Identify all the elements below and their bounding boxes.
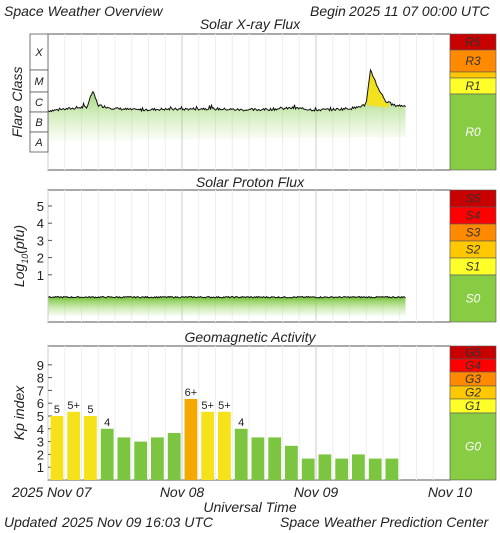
kp-bar	[50, 416, 64, 480]
kp-bar	[117, 437, 131, 480]
kp-data-label: 5	[87, 404, 93, 416]
proton-scale-label: S4	[466, 209, 481, 223]
kp-data-label: 5+	[218, 400, 231, 412]
proton-scale-label: S3	[466, 226, 481, 240]
kp-ytick-label: 9	[37, 358, 44, 373]
kp-bar	[318, 454, 332, 480]
kp-scale-label: G1	[465, 399, 481, 413]
kp-data-label: 5+	[201, 400, 214, 412]
xray-flare-fill	[366, 70, 389, 108]
xray-ylabel: Flare Class	[9, 67, 25, 138]
kp-ytick-label: 2	[37, 447, 44, 462]
updated-time: 2025 Nov 09 16:03 UTC	[62, 514, 213, 530]
kp-bar	[335, 458, 349, 480]
kp-bar	[134, 441, 148, 480]
proton-ytick-label: 4	[37, 216, 44, 231]
kp-bar	[352, 454, 365, 480]
kp-xtick-label: 2025 Nov 07	[11, 484, 93, 500]
kp-bar	[251, 437, 265, 480]
kp-bar	[234, 428, 248, 480]
proton-area	[48, 296, 406, 316]
kp-ytick-label: 7	[37, 383, 44, 398]
kp-scale-label: G3	[465, 372, 481, 386]
proton-ytick-label: 2	[37, 251, 44, 266]
kp-bar	[84, 416, 97, 480]
kp-ytick-label: 6	[37, 396, 44, 411]
kp-bar	[201, 411, 215, 480]
kp-data-label: 5	[54, 404, 60, 416]
xray-level-label: A	[34, 137, 42, 149]
proton-title: Solar Proton Flux	[196, 174, 305, 190]
proton-scale-label: S5	[466, 192, 481, 206]
kp-scale-label: G5	[465, 346, 481, 360]
kp-ytick-label: 4	[37, 422, 44, 437]
kp-data-label: 5+	[67, 400, 80, 412]
proton-ylabel: Log10(pfu)	[11, 225, 30, 287]
kp-ytick-label: 8	[37, 371, 44, 386]
kp-bar	[184, 399, 198, 480]
proton-ytick-label: 1	[37, 268, 44, 283]
begin-label: Begin	[310, 3, 346, 19]
xray-scale-band	[449, 93, 497, 171]
kp-xtick-label: Nov 10	[428, 484, 473, 500]
xray-scale-label: R1	[465, 79, 480, 93]
proton-ytick-label: 3	[37, 233, 44, 248]
xray-line	[48, 68, 406, 113]
kp-scale-label: G0	[465, 440, 481, 454]
begin-time: 2025 11 07 00:00 UTC	[349, 3, 490, 19]
xray-level-label: X	[34, 47, 43, 59]
kp-bar	[218, 411, 231, 480]
kp-ytick-label: 5	[37, 409, 44, 424]
kp-xlabel: Universal Time	[203, 499, 296, 515]
proton-scale-label: S2	[466, 243, 481, 257]
kp-title: Geomagnetic Activity	[185, 329, 317, 345]
xray-scale-band	[449, 71, 497, 79]
xray-title: Solar X-ray Flux	[200, 16, 301, 32]
kp-ylabel: Kp index	[11, 385, 27, 440]
proton-line	[48, 295, 406, 299]
proton-scale-band	[449, 274, 497, 323]
app-title: Space Weather Overview	[4, 3, 163, 19]
kp-xtick-label: Nov 09	[294, 484, 339, 500]
proton-scale-label: S1	[466, 260, 481, 274]
kp-xtick-label: Nov 08	[160, 484, 205, 500]
updated-label: Updated	[4, 514, 57, 530]
kp-bar	[301, 458, 315, 480]
kp-bar	[151, 437, 164, 480]
xray-scale-label: R0	[465, 125, 481, 139]
xray-scale-label: R5	[465, 35, 481, 49]
kp-ytick-label: 3	[37, 435, 44, 450]
kp-data-label: 4	[238, 417, 244, 429]
xray-level-label: B	[35, 117, 42, 129]
kp-bar	[167, 433, 181, 480]
kp-data-label: 4	[104, 417, 110, 429]
xray-level-label: C	[35, 97, 43, 109]
kp-ytick-label: 1	[37, 460, 44, 475]
kp-bar	[100, 428, 114, 480]
xray-level-label: M	[34, 76, 44, 88]
kp-bar	[368, 458, 382, 480]
kp-bar	[67, 411, 81, 480]
kp-bar	[385, 458, 399, 480]
kp-scale-band	[449, 412, 497, 481]
xray-scale-label: R3	[465, 54, 481, 68]
xray-area	[48, 70, 406, 141]
kp-bar	[268, 437, 282, 480]
kp-scale-label: G2	[465, 386, 481, 400]
proton-ytick-label: 5	[37, 199, 44, 214]
xray-level-box	[29, 131, 49, 153]
kp-bar	[285, 445, 298, 480]
kp-data-label: 6+	[185, 387, 198, 399]
kp-scale-label: G4	[465, 359, 481, 373]
proton-scale-label: S0	[466, 292, 481, 306]
source-credit: Space Weather Prediction Center	[280, 514, 489, 530]
